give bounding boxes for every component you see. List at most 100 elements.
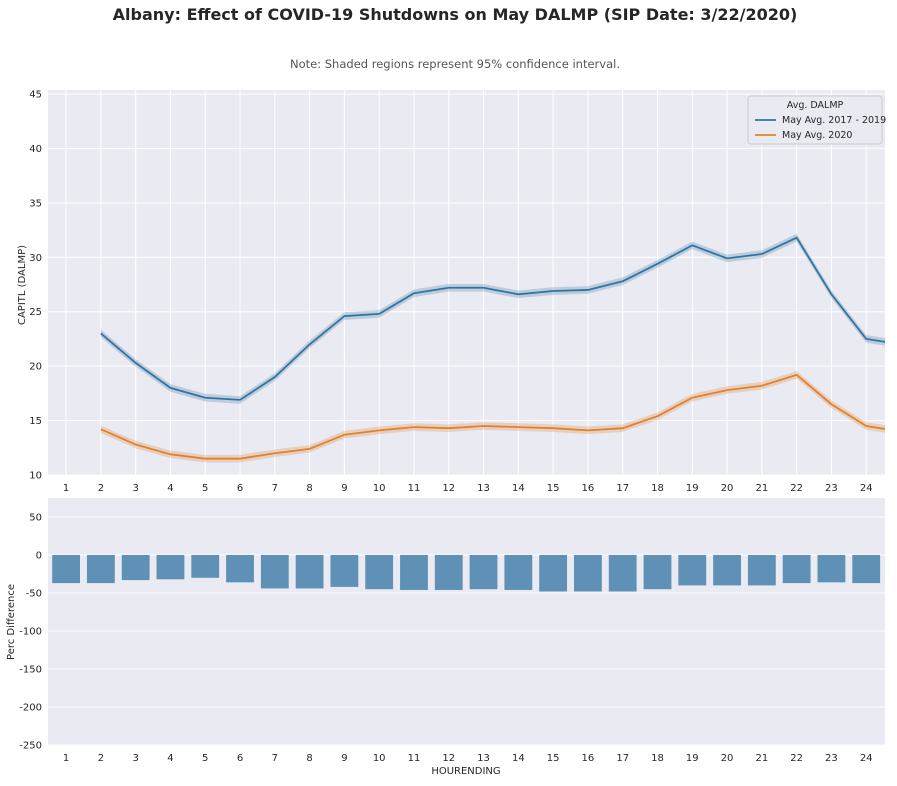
legend: Avg. DALMP May Avg. 2017 - 2019 May Avg.… bbox=[748, 96, 886, 144]
y-tick-label: 30 bbox=[29, 253, 42, 264]
bar bbox=[400, 555, 428, 590]
x-tick-label: 19 bbox=[686, 753, 699, 764]
legend-title: Avg. DALMP bbox=[787, 100, 844, 111]
x-tick-label: 23 bbox=[825, 483, 838, 494]
bar bbox=[609, 555, 637, 591]
x-tick-label: 22 bbox=[790, 753, 803, 764]
bar bbox=[504, 555, 532, 590]
x-tick-label: 13 bbox=[477, 483, 490, 494]
x-tick-label: 12 bbox=[442, 753, 455, 764]
x-tick-label: 12 bbox=[442, 483, 455, 494]
x-tick-label: 14 bbox=[512, 483, 525, 494]
x-tick-label: 10 bbox=[373, 483, 386, 494]
chart-title: Albany: Effect of COVID-19 Shutdowns on … bbox=[113, 5, 798, 24]
x-tick-label: 3 bbox=[132, 483, 138, 494]
y-tick-label: 20 bbox=[29, 362, 42, 373]
chart-note: Note: Shaded regions represent 95% confi… bbox=[290, 57, 620, 71]
bar bbox=[470, 555, 498, 589]
y-tick-label: -150 bbox=[19, 665, 42, 676]
bar bbox=[748, 555, 776, 585]
y-tick-label: -250 bbox=[19, 741, 42, 752]
x-tick-label: 17 bbox=[616, 753, 629, 764]
y-tick-label: 0 bbox=[36, 551, 42, 562]
x-tick-label: 24 bbox=[860, 753, 873, 764]
bar bbox=[644, 555, 672, 589]
x-tick-label: 11 bbox=[408, 483, 421, 494]
y-tick-label: 35 bbox=[29, 198, 42, 209]
x-tick-label: 5 bbox=[202, 753, 208, 764]
x-tick-label: 5 bbox=[202, 483, 208, 494]
plot-background bbox=[48, 90, 885, 475]
legend-label: May Avg. 2017 - 2019 bbox=[782, 115, 886, 126]
y-tick-label: -50 bbox=[26, 589, 42, 600]
bar bbox=[713, 555, 741, 585]
plot-background bbox=[48, 498, 885, 745]
x-tick-label: 7 bbox=[272, 483, 278, 494]
x-tick-label: 1 bbox=[63, 753, 69, 764]
x-tick-label: 17 bbox=[616, 483, 629, 494]
bar bbox=[226, 555, 254, 582]
bottom-x-axis-label: HOURENDING bbox=[431, 766, 500, 777]
x-tick-label: 4 bbox=[167, 483, 173, 494]
x-tick-label: 10 bbox=[373, 753, 386, 764]
x-tick-label: 2 bbox=[98, 483, 104, 494]
x-tick-label: 4 bbox=[167, 753, 173, 764]
y-tick-label: 40 bbox=[29, 144, 42, 155]
bar bbox=[296, 555, 324, 588]
x-tick-label: 22 bbox=[790, 483, 803, 494]
x-tick-label: 19 bbox=[686, 483, 699, 494]
bar bbox=[330, 555, 358, 587]
x-tick-label: 11 bbox=[408, 753, 421, 764]
bar bbox=[52, 555, 80, 583]
y-tick-label: -200 bbox=[19, 703, 42, 714]
y-tick-label: 45 bbox=[29, 90, 42, 101]
top-y-axis-label: CAPITL (DALMP) bbox=[17, 245, 28, 325]
x-tick-label: 18 bbox=[651, 483, 664, 494]
x-tick-label: 2 bbox=[98, 753, 104, 764]
bar bbox=[157, 555, 185, 579]
x-tick-label: 18 bbox=[651, 753, 664, 764]
x-tick-label: 20 bbox=[721, 753, 734, 764]
x-tick-label: 23 bbox=[825, 753, 838, 764]
x-tick-label: 7 bbox=[272, 753, 278, 764]
x-tick-label: 8 bbox=[306, 753, 312, 764]
y-tick-label: 50 bbox=[29, 513, 42, 524]
x-tick-label: 9 bbox=[341, 483, 347, 494]
bar bbox=[261, 555, 289, 588]
x-tick-label: 9 bbox=[341, 753, 347, 764]
bar bbox=[678, 555, 706, 585]
bar bbox=[818, 555, 846, 582]
y-tick-label: -100 bbox=[19, 627, 42, 638]
y-tick-label: 15 bbox=[29, 416, 42, 427]
x-tick-label: 3 bbox=[132, 753, 138, 764]
x-tick-label: 13 bbox=[477, 753, 490, 764]
x-tick-label: 15 bbox=[547, 483, 560, 494]
bar bbox=[122, 555, 150, 580]
bar bbox=[783, 555, 811, 583]
x-tick-label: 6 bbox=[237, 753, 243, 764]
x-tick-label: 24 bbox=[860, 483, 873, 494]
bottom-y-axis-label: Perc Difference bbox=[6, 584, 17, 660]
x-tick-label: 8 bbox=[306, 483, 312, 494]
x-tick-label: 21 bbox=[755, 483, 768, 494]
legend-label: May Avg. 2020 bbox=[782, 130, 852, 141]
x-tick-label: 20 bbox=[721, 483, 734, 494]
x-tick-label: 15 bbox=[547, 753, 560, 764]
bar bbox=[365, 555, 393, 589]
bar bbox=[574, 555, 602, 591]
x-tick-label: 1 bbox=[63, 483, 69, 494]
bar bbox=[191, 555, 219, 578]
x-tick-label: 6 bbox=[237, 483, 243, 494]
x-tick-label: 21 bbox=[755, 753, 768, 764]
x-tick-label: 16 bbox=[582, 753, 595, 764]
x-tick-label: 14 bbox=[512, 753, 525, 764]
y-tick-label: 10 bbox=[29, 471, 42, 482]
bar bbox=[87, 555, 115, 583]
bar bbox=[435, 555, 463, 590]
x-tick-label: 16 bbox=[582, 483, 595, 494]
y-tick-label: 25 bbox=[29, 307, 42, 318]
